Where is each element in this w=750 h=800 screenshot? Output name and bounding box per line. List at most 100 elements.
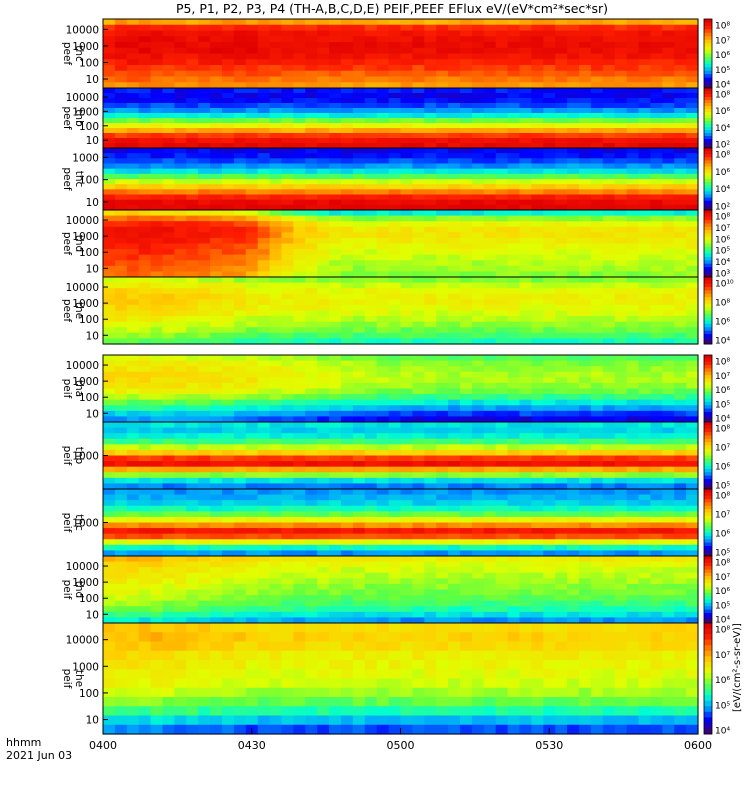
spectrogram-cell [198, 550, 211, 557]
spectrogram-cell [317, 133, 330, 139]
spectrogram-cell [602, 466, 616, 473]
spectrogram-cell [531, 483, 544, 490]
spectrogram-cell [555, 148, 568, 154]
spectrogram-cell [495, 36, 509, 43]
spectrogram-cell [674, 416, 687, 423]
spectrogram-cell [150, 332, 164, 340]
spectrogram-cell [674, 360, 687, 367]
spectrogram-cell [614, 516, 628, 524]
spectrogram-cell [436, 304, 449, 312]
spectrogram-cell [471, 382, 485, 390]
spectrogram-cell [460, 265, 473, 273]
spectrogram-cell [257, 310, 271, 317]
spectrogram-cell [626, 88, 640, 94]
spectrogram-cell [602, 189, 616, 196]
spectrogram-cell [174, 271, 187, 278]
spectrogram-cell [590, 133, 604, 139]
spectrogram-cell [436, 550, 449, 557]
spectrogram-cell [436, 277, 449, 284]
spectrogram-cell [233, 70, 247, 78]
spectrogram-cell [269, 189, 283, 196]
spectrogram-cell [412, 299, 425, 306]
spectrogram-cell [590, 505, 604, 512]
spectrogram-cell [412, 433, 425, 440]
spectrogram-cell [483, 138, 497, 144]
spectrogram-cell [460, 422, 473, 429]
spectrogram-cell [150, 483, 164, 490]
spectrogram-cell [460, 249, 473, 256]
spectrogram-cell [376, 179, 390, 185]
spectrogram-cell [602, 19, 616, 26]
spectrogram-cell [424, 304, 437, 312]
spectrogram-cell [103, 70, 116, 78]
spectrogram-cell [222, 544, 235, 552]
spectrogram-cell [483, 265, 497, 273]
spectrogram-cell [626, 143, 640, 149]
colorbar-segment [704, 182, 712, 186]
spectrogram-cell [579, 550, 592, 557]
spectrogram-cell [448, 113, 461, 119]
spectrogram-cell [233, 304, 247, 312]
spectrogram-cell [388, 455, 402, 462]
spectrogram-cell [150, 173, 164, 180]
spectrogram-cell [114, 128, 128, 134]
spectrogram-cell [626, 277, 640, 284]
spectrogram-cell [507, 30, 521, 37]
spectrogram-cell [162, 299, 175, 306]
spectrogram-cell [436, 366, 449, 373]
spectrogram-cell [495, 516, 509, 524]
spectrogram-cell [329, 282, 342, 289]
spectrogram-cell [531, 189, 544, 196]
spectrogram-cell [388, 316, 402, 323]
spectrogram-cell [674, 133, 687, 139]
spectrogram-cell [210, 489, 223, 496]
spectrogram-cell [198, 168, 211, 175]
spectrogram-cell [114, 108, 128, 114]
spectrogram-cell [412, 410, 425, 418]
spectrogram-cell [507, 265, 521, 273]
spectrogram-cell [233, 173, 247, 180]
spectrogram-cell [460, 42, 473, 49]
spectrogram-cell [162, 544, 175, 552]
spectrogram-cell [233, 199, 247, 206]
spectrogram-cell [162, 254, 175, 261]
spectrogram-cell [210, 371, 223, 378]
spectrogram-cell [400, 53, 413, 60]
spectrogram-cell [448, 194, 461, 201]
spectrogram-cell [352, 265, 366, 273]
spectrogram-cell [579, 338, 592, 345]
spectrogram-cell [198, 128, 211, 134]
spectrogram-cell [495, 237, 509, 245]
spectrogram-cell [662, 128, 675, 134]
spectrogram-cell [555, 505, 568, 512]
spectrogram-cell [602, 399, 616, 406]
spectrogram-cell [364, 24, 378, 32]
y-tick-label: 100 [79, 247, 99, 259]
colorbar-segment [704, 100, 712, 104]
spectrogram-cell [293, 550, 306, 557]
spectrogram-cell [103, 461, 116, 468]
spectrogram-cell [674, 168, 687, 175]
spectrogram-cell [471, 59, 485, 66]
spectrogram-cell [281, 494, 294, 501]
spectrogram-cell [674, 215, 687, 222]
spectrogram-cell [626, 310, 640, 317]
spectrogram-cell [293, 338, 306, 345]
spectrogram-cell [519, 494, 532, 501]
spectrogram-cell [555, 550, 568, 557]
spectrogram-cell [460, 98, 473, 104]
spectrogram-cell [674, 254, 687, 261]
spectrogram-cell [662, 103, 675, 109]
spectrogram-cell [531, 53, 544, 60]
spectrogram-cell [495, 123, 509, 129]
spectrogram-cell [103, 93, 116, 99]
spectrogram-cell [519, 133, 532, 139]
spectrogram-cell [507, 455, 521, 462]
spectrogram-cell [138, 179, 152, 185]
spectrogram-cell [471, 53, 485, 60]
spectrogram-cell [329, 237, 342, 245]
spectrogram-cell [281, 461, 294, 468]
spectrogram-cell [186, 416, 199, 423]
spectrogram-cell [174, 184, 187, 190]
spectrogram-cell [317, 449, 330, 457]
